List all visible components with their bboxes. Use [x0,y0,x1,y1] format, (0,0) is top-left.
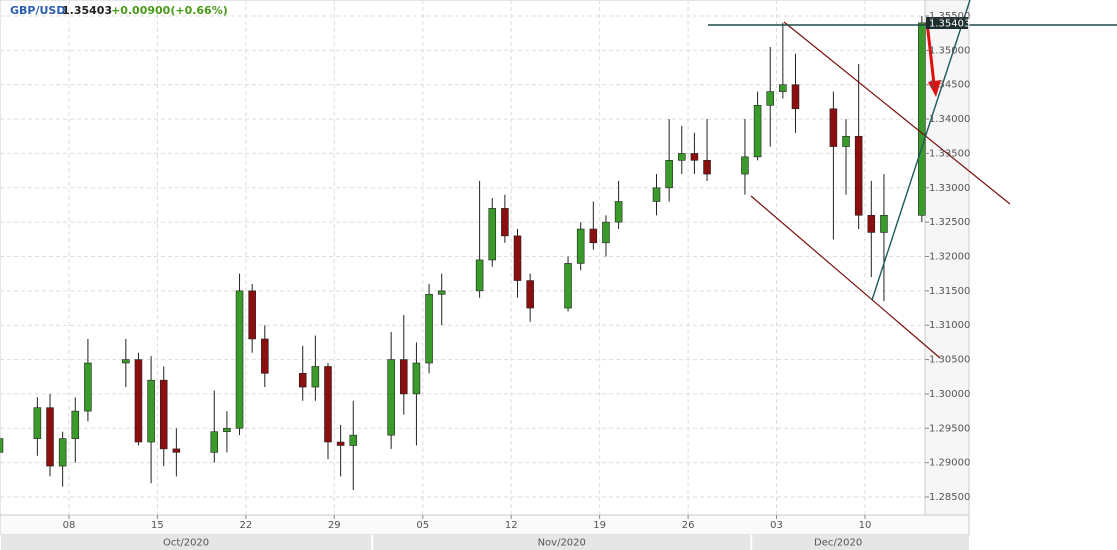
candle-body [880,214,888,233]
candle-body [0,438,4,453]
x-tick-label: 10 [859,520,872,531]
candle-body [134,359,143,443]
x-tick-label: 19 [593,520,606,531]
x-tick-label: 05 [416,520,429,531]
candle-body [261,338,269,374]
month-label: Nov/2020 [538,538,586,549]
candle-body [526,280,534,309]
candle-body [223,427,231,433]
arrow-shaft [925,21,936,85]
candle-body [854,135,863,216]
y-tick-label: 1.29500 [929,423,970,434]
x-tick-label: 22 [239,520,252,531]
candle-body [703,160,711,175]
candle-body [652,187,661,202]
candle-body [210,431,219,453]
y-tick-label: 1.29000 [929,458,970,469]
candle-body [437,290,446,295]
y-tick-label: 1.28500 [929,492,970,503]
candle-body [564,263,572,309]
candle-body [576,228,585,264]
annotations [708,0,1117,359]
candles [0,16,926,491]
candle-body [349,434,358,446]
candle-body [602,221,610,244]
candle-body [159,379,168,450]
candle-body [842,135,850,147]
channel-upper [783,21,1011,205]
candle-body [488,208,497,261]
candle-body [501,208,509,237]
month-label: Dec/2020 [814,538,862,549]
candle-body [829,108,838,147]
price-tag [926,17,968,29]
y-tick-label: 1.32000 [929,252,970,263]
candle-body [412,362,421,395]
candle-body [400,359,408,395]
y-tick-label: 1.35500 [929,11,970,22]
candle-body [311,366,320,388]
candle-body [741,156,749,175]
candle-body [867,214,876,233]
y-tick-label: 1.34500 [929,80,970,91]
y-tick-label: 1.32500 [929,217,970,228]
month-band [0,535,969,550]
x-tick-label: 26 [682,520,695,531]
y-tick-label: 1.31500 [929,286,970,297]
candle-body [614,201,623,223]
y-tick-label: 1.33000 [929,183,970,194]
y-tick-label: 1.31000 [929,320,970,331]
date-axis [0,514,970,536]
candle-body [235,290,244,429]
candle-body [58,438,67,467]
x-tick-label: 29 [328,520,341,531]
y-tick-label: 1.30000 [929,389,970,400]
candle-body [336,441,345,446]
header: GBP/USD 1.35403 +0.00900(+0.66%) [10,4,228,17]
y-tick-label: 1.30500 [929,355,970,366]
candle-body [918,22,926,216]
candle-body [690,153,699,161]
candle-body [791,84,800,110]
candle-body [122,359,130,364]
candle-body [589,228,598,244]
candle-body [387,359,395,436]
candle-body [71,410,80,439]
candle-body [46,407,54,467]
candle-body [779,84,787,92]
price-change: +0.00900(+0.66%) [111,4,228,17]
x-tick-label: 08 [63,520,76,531]
candle-body [172,448,181,453]
candle-body [766,91,774,106]
trend-line [871,0,971,301]
y-tick-label: 1.35000 [929,45,970,56]
candle-body [513,235,522,281]
candle-body [753,105,762,158]
last-price: 1.35403 [62,4,112,17]
price-tag-label: 1.35403 [929,19,970,30]
candle-body [298,373,307,388]
x-tick-label: 03 [770,520,783,531]
candle-body [425,293,433,364]
x-tick-label: 15 [151,520,164,531]
y-tick-label: 1.34000 [929,114,970,125]
candle-body [475,259,484,292]
candle-body [677,153,686,161]
x-tick-label: 12 [505,520,518,531]
y-tick-label: 1.33500 [929,148,970,159]
candle-body [248,290,256,340]
candle-body [84,362,92,412]
candle-body [33,407,42,439]
channel-lower [750,195,941,359]
month-label: Oct/2020 [163,538,209,549]
symbol: GBP/USD [10,4,65,17]
candle-body [147,379,155,443]
candle-body [324,366,332,443]
candle-body [665,160,673,189]
arrow-head [928,80,941,97]
